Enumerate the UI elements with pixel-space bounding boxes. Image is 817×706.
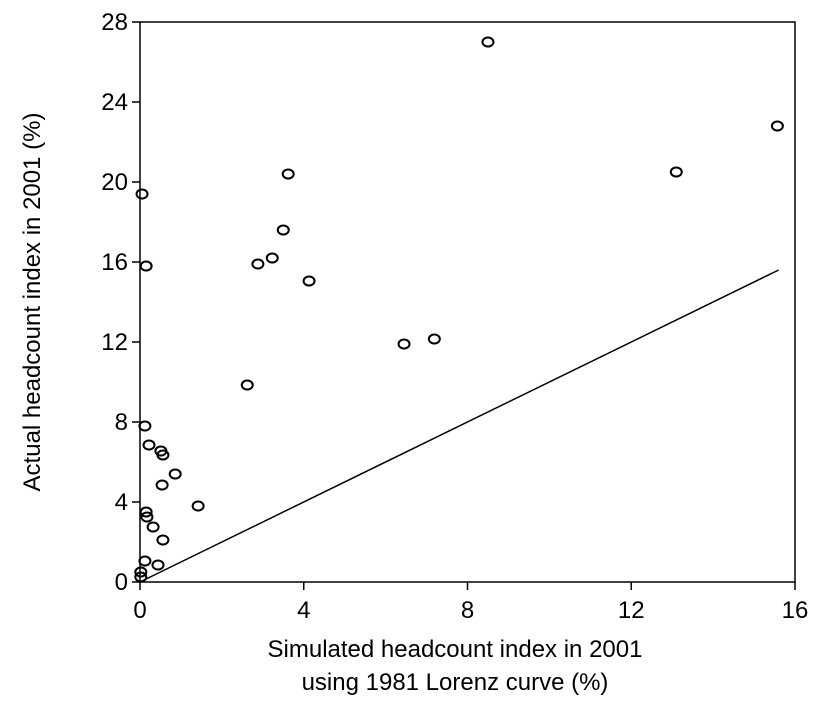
point: [139, 506, 153, 518]
point: [138, 420, 152, 432]
point: [135, 188, 149, 200]
plot-frame: [139, 21, 796, 583]
y-tick-label: 24: [101, 89, 128, 116]
y-tick-label: 12: [101, 329, 128, 356]
point: [427, 333, 441, 345]
point: [669, 166, 683, 178]
x-tick-label: 12: [618, 597, 645, 624]
point: [151, 559, 165, 571]
x-tick-label: 16: [782, 597, 809, 624]
point: [191, 500, 205, 512]
x-tick-label: 8: [461, 597, 474, 624]
point: [251, 258, 265, 270]
point: [146, 521, 160, 533]
point: [481, 36, 495, 48]
x-axis-label: Simulated headcount index in 2001: [268, 636, 643, 663]
point: [168, 468, 182, 480]
y-tick-label: 16: [101, 249, 128, 276]
point: [240, 379, 254, 391]
point: [156, 534, 170, 546]
reference-line: [139, 269, 779, 583]
point: [155, 479, 169, 491]
point: [276, 224, 290, 236]
y-tick-label: 8: [115, 409, 128, 436]
point: [265, 252, 279, 264]
point: [139, 260, 153, 272]
y-tick-label: 20: [101, 169, 128, 196]
x-tick-label: 0: [133, 597, 146, 624]
point: [134, 566, 148, 578]
y-tick-label: 4: [115, 489, 128, 516]
point: [397, 338, 411, 350]
point: [156, 449, 170, 461]
point: [134, 571, 148, 583]
point: [281, 168, 295, 180]
x-tick-label: 4: [297, 597, 310, 624]
point: [138, 555, 152, 567]
x-axis-label: using 1981 Lorenz curve (%): [302, 669, 609, 696]
y-tick-label: 28: [101, 9, 128, 36]
point: [302, 275, 316, 287]
point: [142, 439, 156, 451]
point: [770, 120, 784, 132]
y-tick-label: 0: [115, 569, 128, 596]
y-axis-label: Actual headcount index in 2001 (%): [19, 113, 46, 492]
point: [140, 511, 154, 523]
